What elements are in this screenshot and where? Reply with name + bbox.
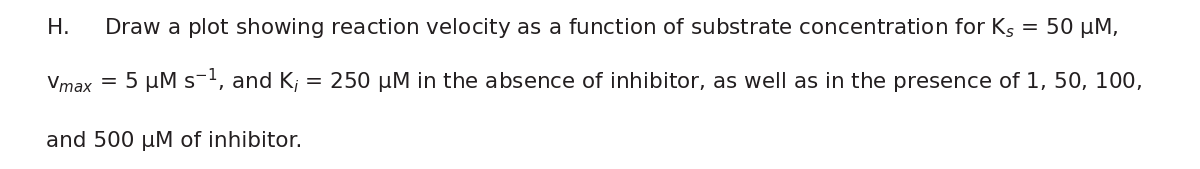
Text: H.   Draw a plot showing reaction velocity as a function of substrate concentrat: H. Draw a plot showing reaction velocity… — [46, 16, 1118, 40]
Text: and 500 μM of inhibitor.: and 500 μM of inhibitor. — [46, 131, 302, 151]
Text: v$_{max}$ = 5 μM s$^{-1}$, and K$_{i}$ = 250 μM in the absence of inhibitor, as : v$_{max}$ = 5 μM s$^{-1}$, and K$_{i}$ =… — [46, 67, 1141, 96]
